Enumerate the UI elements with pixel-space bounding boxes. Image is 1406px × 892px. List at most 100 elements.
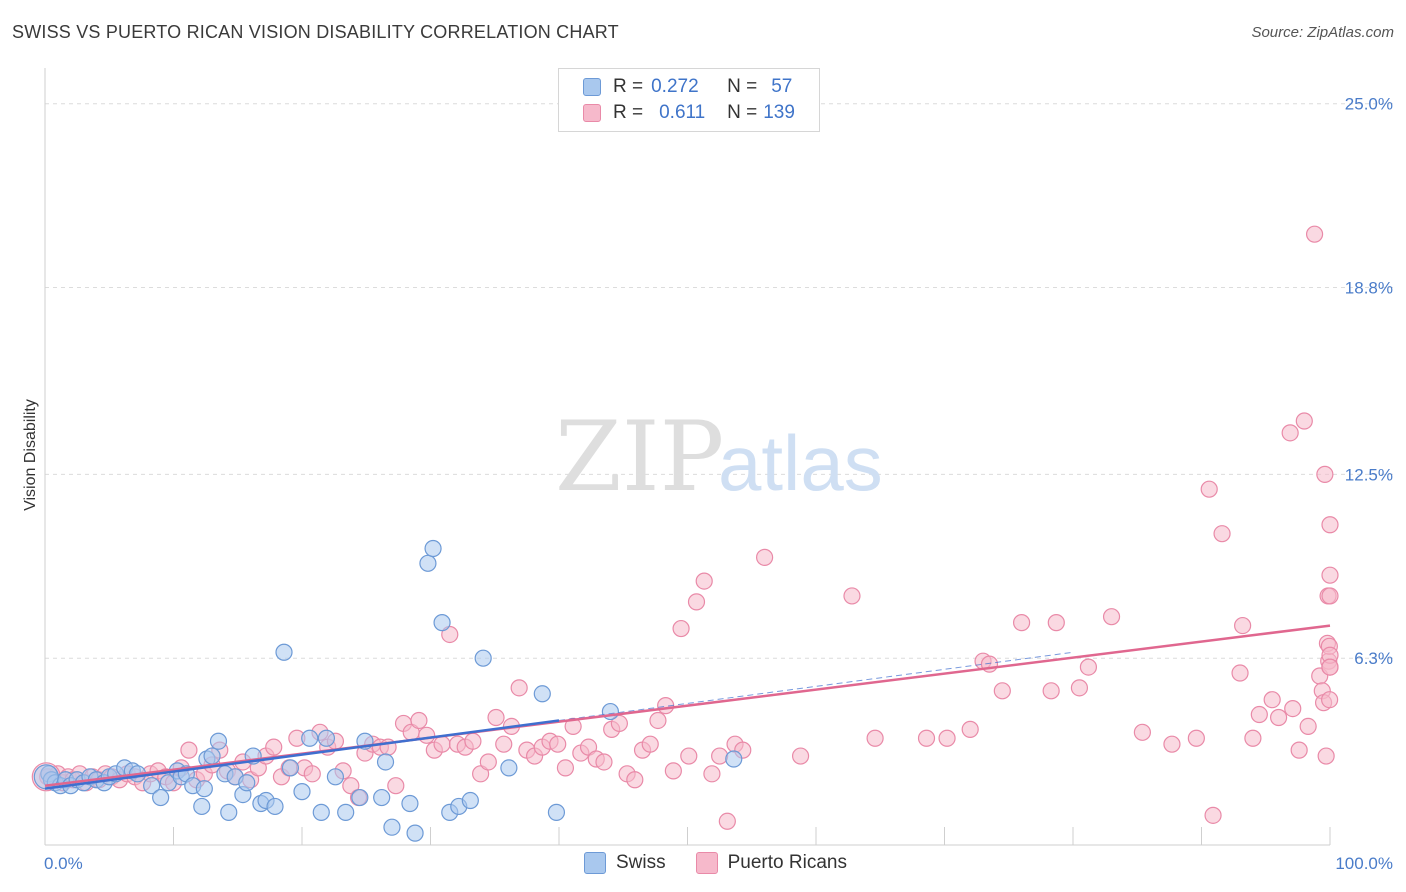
- bottom-legend-puerto-ricans: Puerto Ricans: [695, 852, 847, 874]
- swiss-point: [419, 554, 437, 572]
- puerto-ricans-point: [1316, 465, 1334, 483]
- puerto-ricans-point: [695, 572, 713, 590]
- puerto-ricans-point: [472, 765, 490, 783]
- puerto-ricans-point: [410, 711, 428, 730]
- puerto-ricans-point: [1321, 691, 1339, 709]
- puerto-ricans-point: [1047, 614, 1065, 632]
- swiss-point: [312, 803, 330, 821]
- puerto-ricans-point: [1281, 424, 1299, 442]
- swiss-point: [474, 649, 492, 667]
- puerto-ricans-point: [1102, 608, 1121, 626]
- legend-box: R = 0.272 N = 57 R = 0.611 N = 139: [558, 68, 820, 132]
- y-tick-labels: 6.3% 12.5% 18.8% 25.0%: [1345, 95, 1393, 668]
- swiss-point: [337, 803, 355, 821]
- puerto-ricans-point: [755, 548, 774, 566]
- puerto-ricans-point: [579, 738, 598, 756]
- puerto-ricans-point: [1305, 225, 1324, 243]
- puerto-ricans-point: [441, 625, 459, 644]
- swiss-point: [433, 614, 451, 632]
- bottom-legend-swiss-label: Swiss: [616, 852, 666, 873]
- puerto-ricans-point: [1231, 664, 1249, 682]
- swiss-point: [376, 753, 395, 771]
- swiss-point: [266, 797, 284, 816]
- swiss-point: [238, 774, 256, 792]
- legend-r-label: R =: [613, 102, 644, 123]
- puerto-ricans-point: [495, 735, 513, 753]
- puerto-ricans-point: [418, 726, 436, 744]
- swiss-trend-extension: [558, 651, 1074, 721]
- puerto-ricans-point: [1187, 729, 1205, 747]
- x-tick-labels: 0.0% 100.0%: [44, 854, 1393, 873]
- legend-n-label: N =: [727, 102, 758, 123]
- puerto-ricans-point: [1263, 691, 1281, 709]
- puerto-ricans-point: [917, 729, 936, 747]
- source-label: Source: ZipAtlas.com: [1251, 24, 1394, 41]
- swiss-point: [406, 824, 424, 842]
- puerto-ricans-point: [680, 747, 698, 765]
- swiss-swatch: [583, 78, 601, 96]
- swiss-point: [209, 732, 228, 750]
- legend-n-label: N =: [727, 76, 758, 97]
- puerto-ricans-point: [180, 741, 198, 759]
- puerto-ricans-point: [641, 735, 659, 753]
- puerto-ricans-points: [31, 225, 1339, 830]
- swiss-point: [281, 759, 300, 777]
- swiss-point: [293, 783, 311, 801]
- puerto-ricans-point: [1200, 480, 1218, 498]
- puerto-ricans-point: [1244, 729, 1262, 747]
- swiss-point: [533, 685, 551, 703]
- swiss-point: [275, 643, 293, 661]
- puerto-ricans-point: [866, 729, 884, 747]
- swiss-point: [725, 750, 743, 768]
- swiss-point: [220, 803, 238, 821]
- swiss-point: [373, 788, 391, 807]
- puerto-ricans-swatch: [695, 852, 718, 874]
- puerto-ricans-point: [843, 587, 861, 605]
- puerto-ricans-point: [265, 738, 283, 756]
- legend-n-value: 57: [771, 76, 793, 97]
- swiss-point: [383, 818, 401, 836]
- puerto-ricans-point: [556, 759, 575, 777]
- swiss-point: [326, 768, 345, 786]
- puerto-ricans-point: [1012, 614, 1031, 632]
- swiss-point: [500, 759, 518, 777]
- y-axis-label: Vision Disability: [22, 399, 39, 511]
- puerto-ricans-point: [342, 777, 360, 795]
- puerto-ricans-point: [664, 762, 682, 780]
- swiss-point: [351, 788, 369, 807]
- puerto-ricans-point: [1163, 735, 1181, 753]
- puerto-ricans-point: [1213, 525, 1231, 543]
- puerto-ricans-point: [610, 714, 628, 733]
- puerto-ricans-point: [1079, 658, 1098, 676]
- watermark-atlas: atlas: [718, 419, 883, 507]
- puerto-ricans-point: [549, 735, 567, 753]
- puerto-ricans-point: [1317, 747, 1335, 765]
- puerto-ricans-point: [1070, 679, 1089, 697]
- puerto-ricans-point: [595, 753, 613, 771]
- puerto-ricans-point: [687, 593, 706, 611]
- swiss-point: [152, 788, 170, 807]
- puerto-ricans-point: [1295, 412, 1313, 430]
- swiss-point: [547, 803, 566, 821]
- puerto-ricans-point: [1321, 566, 1339, 584]
- bottom-legend: Swiss Puerto Ricans: [584, 852, 877, 874]
- chart-title: SWISS VS PUERTO RICAN VISION DISABILITY …: [12, 22, 619, 42]
- legend-r-value: 0.611: [659, 102, 706, 123]
- axes: [44, 68, 1331, 846]
- puerto-ricans-point: [1234, 616, 1252, 635]
- swiss-point: [193, 797, 211, 816]
- puerto-ricans-point: [649, 711, 667, 730]
- puerto-ricans-point: [510, 679, 528, 697]
- puerto-ricans-point: [1204, 806, 1222, 824]
- swiss-points: [33, 539, 743, 842]
- swiss-point: [195, 780, 213, 798]
- puerto-ricans-point: [1299, 717, 1317, 735]
- puerto-ricans-point: [1284, 700, 1302, 718]
- swiss-point: [203, 747, 221, 765]
- puerto-ricans-point: [479, 753, 497, 771]
- puerto-ricans-point: [1321, 516, 1339, 534]
- puerto-ricans-point: [1269, 708, 1288, 727]
- puerto-ricans-point: [303, 765, 321, 783]
- puerto-ricans-point: [672, 619, 690, 638]
